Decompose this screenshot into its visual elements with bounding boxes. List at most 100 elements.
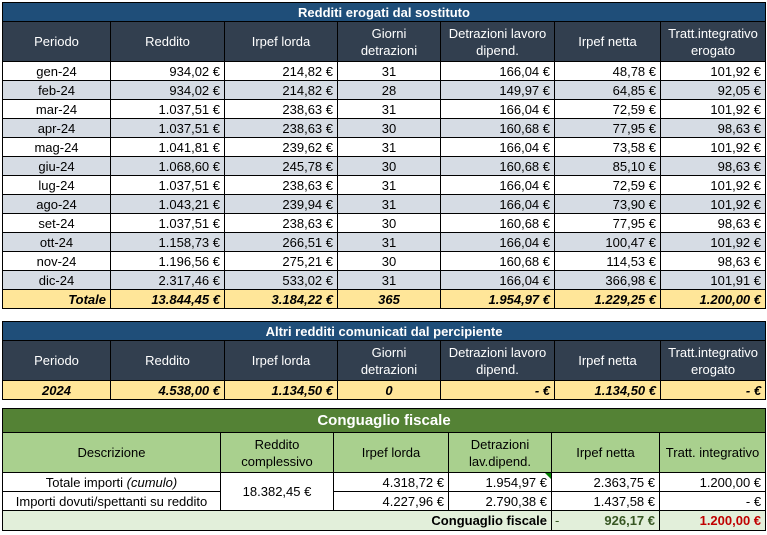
cell-giorni: 31 bbox=[337, 175, 441, 195]
table-row: apr-24 1.037,51 €238,63 €30 160,68 €77,95 … bbox=[2, 118, 766, 138]
cell-giorni: 31 bbox=[337, 270, 441, 290]
col-header-giorni: Giorni detrazioni bbox=[337, 340, 441, 381]
footer-label: Conguaglio fiscale bbox=[2, 510, 552, 531]
cell-irpef-lorda: 238,63 € bbox=[224, 118, 338, 138]
cell-tratt: 101,92 € bbox=[660, 194, 766, 214]
cell-tratt: 98,63 € bbox=[660, 213, 766, 233]
cell-periodo: ott-24 bbox=[2, 232, 111, 252]
cell-detrazioni: 160,68 € bbox=[440, 118, 555, 138]
cell-irpef-netta: 2.363,75 € bbox=[551, 472, 660, 492]
col-header-periodo: Periodo bbox=[2, 340, 111, 381]
cell-giorni: 30 bbox=[337, 118, 441, 138]
cell-periodo: mar-24 bbox=[2, 99, 111, 119]
cell-irpef-netta: 73,58 € bbox=[554, 137, 661, 157]
cell-irpef-lorda: 245,78 € bbox=[224, 156, 338, 176]
col-header-detrazioni: Detrazioni lav.dipend. bbox=[448, 432, 552, 473]
cell-irpef-netta: 1.134,50 € bbox=[554, 380, 661, 400]
cell-tratt: 1.200,00 € bbox=[658, 472, 767, 492]
total-irpef-netta: 1.229,25 € bbox=[554, 289, 661, 309]
cell-giorni: 31 bbox=[337, 99, 441, 119]
importi-dovuti-row: Importi dovuti/spettanti su reddito 4.22… bbox=[2, 491, 767, 511]
cell-detrazioni: - € bbox=[440, 380, 555, 400]
table-row: ago-24 1.043,21 €239,94 €31 166,04 €73,90 … bbox=[2, 194, 766, 214]
cell-periodo: gen-24 bbox=[2, 61, 111, 81]
cell-giorni: 30 bbox=[337, 156, 441, 176]
cell-periodo: feb-24 bbox=[2, 80, 111, 100]
cell-detrazioni-value: 1.954,97 € bbox=[485, 474, 547, 490]
cell-reddito: 4.538,00 € bbox=[110, 380, 225, 400]
cell-irpef-lorda: 214,82 € bbox=[224, 61, 338, 81]
cell-periodo: set-24 bbox=[2, 213, 111, 233]
col-header-periodo: Periodo bbox=[2, 21, 111, 62]
col-header-reddito: Reddito bbox=[110, 21, 225, 62]
cell-irpef-netta: 64,85 € bbox=[554, 80, 661, 100]
cell-giorni: 0 bbox=[337, 380, 441, 400]
col-header-irpef-netta: Irpef netta bbox=[554, 21, 661, 62]
cell-reddito: 1.068,60 € bbox=[110, 156, 225, 176]
cell-irpef-lorda: 238,63 € bbox=[224, 213, 338, 233]
cell-reddito: 1.037,51 € bbox=[110, 175, 225, 195]
table-row: mag-24 1.041,81 €239,62 €31 166,04 €73,58 … bbox=[2, 137, 766, 157]
cell-tratt: 98,63 € bbox=[660, 251, 766, 271]
col-header-descrizione: Descrizione bbox=[2, 432, 221, 473]
section1-title: Redditi erogati dal sostituto bbox=[2, 2, 766, 22]
cell-irpef-lorda: 533,02 € bbox=[224, 270, 338, 290]
col-header-reddito: Reddito bbox=[110, 340, 225, 381]
footer-dash: - bbox=[555, 513, 560, 528]
totale-row: Totale 13.844,45 €3.184,22 €365 1.954,97 €… bbox=[2, 289, 766, 309]
table-row: feb-24 934,02 €214,82 €28 149,97 €64,85 €9… bbox=[2, 80, 766, 100]
cell-giorni: 28 bbox=[337, 80, 441, 100]
cell-reddito: 2.317,46 € bbox=[110, 270, 225, 290]
cell-tratt: - € bbox=[658, 491, 767, 511]
cell-tratt: 92,05 € bbox=[660, 80, 766, 100]
cell-giorni: 31 bbox=[337, 61, 441, 81]
cell-periodo: giu-24 bbox=[2, 156, 111, 176]
table-row: gen-24 934,02 €214,82 €31 166,04 €48,78 €1… bbox=[2, 61, 766, 81]
cell-detrazioni: 166,04 € bbox=[440, 270, 555, 290]
table-row: dic-24 2.317,46 €533,02 €31 166,04 €366,98… bbox=[2, 270, 766, 290]
cell-descrizione: Importi dovuti/spettanti su reddito bbox=[2, 491, 221, 511]
cell-irpef-netta: 73,90 € bbox=[554, 194, 661, 214]
cell-detrazioni: 160,68 € bbox=[440, 213, 555, 233]
cell-detrazioni: 166,04 € bbox=[440, 194, 555, 214]
col-header-irpef-lorda: Irpef lorda bbox=[224, 340, 338, 381]
total-giorni: 365 bbox=[337, 289, 441, 309]
cell-tratt: - € bbox=[659, 380, 767, 400]
cell-giorni: 31 bbox=[337, 137, 441, 157]
total-irpef-lorda: 3.184,22 € bbox=[224, 289, 338, 309]
cell-irpef-lorda: 4.318,72 € bbox=[333, 472, 449, 492]
desc-italic: (cumulo) bbox=[126, 474, 178, 490]
cell-reddito: 1.041,81 € bbox=[110, 137, 225, 157]
cell-detrazioni: 166,04 € bbox=[440, 175, 555, 195]
cell-reddito: 934,02 € bbox=[110, 61, 225, 81]
cell-reddito: 1.037,51 € bbox=[110, 213, 225, 233]
cell-detrazioni: 166,04 € bbox=[440, 137, 555, 157]
cell-irpef-netta: 1.437,58 € bbox=[551, 491, 660, 511]
cell-irpef-netta: 72,59 € bbox=[554, 175, 661, 195]
total-detrazioni: 1.954,97 € bbox=[440, 289, 555, 309]
cell-periodo: 2024 bbox=[2, 380, 111, 400]
cell-reddito: 1.158,73 € bbox=[110, 232, 225, 252]
cell-detrazioni: 166,04 € bbox=[440, 232, 555, 252]
cell-detrazioni: 2.790,38 € bbox=[448, 491, 552, 511]
col-header-detrazioni: Detrazioni lavoro dipend. bbox=[440, 340, 555, 381]
cell-descrizione: Totale importi (cumulo) bbox=[2, 472, 221, 492]
cell-tratt: 101,92 € bbox=[660, 99, 766, 119]
cell-tratt: 101,92 € bbox=[660, 232, 766, 252]
cell-tratt: 98,63 € bbox=[660, 118, 766, 138]
footer-irpef-netta: - 926,17 € bbox=[551, 510, 660, 531]
col-header-detrazioni: Detrazioni lavoro dipend. bbox=[440, 21, 555, 62]
cell-tratt: 101,92 € bbox=[660, 175, 766, 195]
table-row: giu-24 1.068,60 €245,78 €30 160,68 €85,10 … bbox=[2, 156, 766, 176]
cell-detrazioni: 1.954,97 € bbox=[448, 472, 552, 492]
col-header-tratt: Tratt.integrativo erogato bbox=[659, 340, 767, 381]
col-header-irpef-lorda: Irpef lorda bbox=[333, 432, 449, 473]
cell-giorni: 30 bbox=[337, 213, 441, 233]
cell-irpef-netta: 77,95 € bbox=[554, 118, 661, 138]
cell-tratt: 98,63 € bbox=[660, 156, 766, 176]
cell-detrazioni: 160,68 € bbox=[440, 251, 555, 271]
cell-periodo: dic-24 bbox=[2, 270, 111, 290]
cell-reddito: 934,02 € bbox=[110, 80, 225, 100]
col-header-reddito-complessivo: Reddito complessivo bbox=[220, 432, 334, 473]
